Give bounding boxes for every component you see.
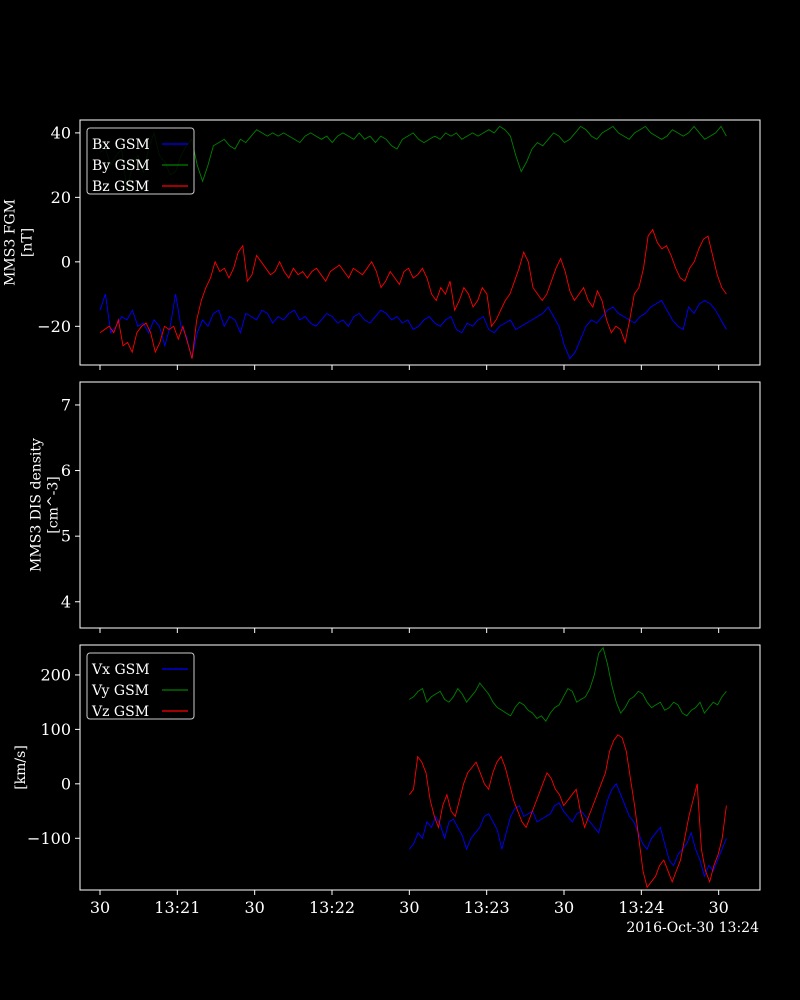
- y-axis-label-line: [km/s]: [13, 745, 29, 790]
- panel-frame: [79, 381, 761, 629]
- series-line-by-gsm: [99, 125, 727, 191]
- panel-1: −20 0 20 40 MMS3 FGM[nT] Bx GSM By GSM Bz GSM: [3, 119, 761, 370]
- x-tick-label: 30: [554, 898, 574, 917]
- legend-label: Vy GSM: [91, 683, 149, 699]
- y-tick-label: 6: [61, 461, 71, 480]
- y-tick-label: 5: [61, 527, 71, 546]
- y-tick-label: 7: [61, 395, 71, 414]
- legend-label: Bz GSM: [92, 179, 149, 195]
- series-group: [408, 646, 727, 889]
- x-tick-label: 30: [708, 898, 728, 917]
- y-axis-label-line: [cm^-3]: [46, 476, 62, 533]
- y-tick-label: 40: [51, 123, 71, 142]
- x-tick-label: 30: [244, 898, 264, 917]
- y-axis-label: MMS3 FGM[nT]: [3, 199, 36, 286]
- time-stamp: 2016-Oct-30 13:24: [626, 920, 759, 936]
- series-line-vx-gsm: [408, 782, 727, 878]
- panel-2: 4 5 6 7 MMS3 DIS density[cm^-3]: [29, 381, 761, 633]
- y-tick-label: 20: [51, 188, 71, 207]
- y-tick-label: −20: [37, 317, 71, 336]
- series-line-bx-gsm: [99, 293, 727, 360]
- x-tick-label: 13:21: [154, 898, 200, 917]
- y-tick-label: 200: [40, 665, 71, 684]
- series-group: [99, 125, 727, 360]
- y-tick-label: 4: [61, 592, 71, 611]
- series-line-bz-gsm: [99, 228, 727, 359]
- y-tick-label: −100: [27, 829, 71, 848]
- legend-label: Vz GSM: [91, 704, 149, 720]
- x-tick-label: 13:22: [309, 898, 355, 917]
- y-axis-label: MMS3 DIS density[cm^-3]: [29, 438, 62, 572]
- x-tick-label: 30: [90, 898, 110, 917]
- x-tick-label: 30: [399, 898, 419, 917]
- y-axis-label-line: MMS3 DIS density: [29, 438, 45, 572]
- panel-3: −100 0 100 200 30 13:21 30 13:22 30 13:23 30 13:24 3…: [13, 644, 761, 917]
- panel-frame: [79, 119, 761, 366]
- legend-label: By GSM: [92, 158, 150, 174]
- y-tick-label: 100: [40, 720, 71, 739]
- y-axis-label-line: MMS3 FGM: [3, 199, 19, 286]
- legend: Vx GSM Vy GSM Vz GSM: [86, 652, 195, 720]
- y-axis-label: [km/s]: [13, 745, 29, 790]
- x-tick-label: 13:23: [464, 898, 510, 917]
- series-line-vz-gsm: [408, 734, 727, 889]
- legend-label: Vx GSM: [91, 662, 150, 678]
- legend: Bx GSM By GSM Bz GSM: [86, 127, 195, 195]
- y-tick-label: 0: [61, 252, 71, 271]
- x-tick-label: 13:24: [618, 898, 664, 917]
- panel-frame: [79, 644, 761, 891]
- series-line-vy-gsm: [409, 646, 727, 722]
- y-axis-label-line: [nT]: [20, 228, 36, 257]
- y-tick-label: 0: [61, 774, 71, 793]
- legend-label: Bx GSM: [92, 137, 150, 153]
